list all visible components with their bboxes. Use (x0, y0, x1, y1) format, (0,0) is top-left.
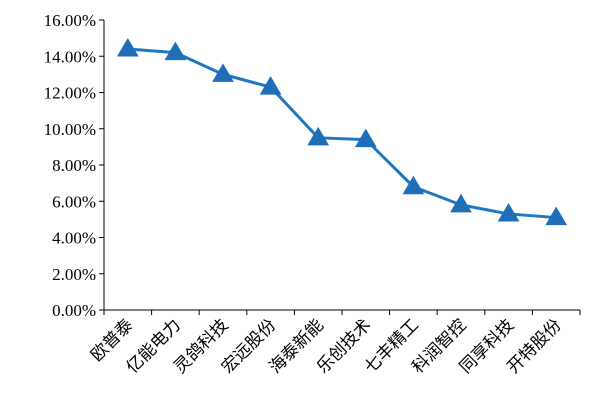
y-axis-ticks (99, 19, 104, 311)
y-tick-label: 10.00% (44, 120, 96, 139)
data-point-marker (212, 63, 234, 82)
y-tick-label: 0.00% (52, 301, 96, 320)
y-axis-labels: 0.00% 2.00% 4.00% 6.00% 8.00% 10.00% 12.00% 14.… (44, 11, 96, 320)
y-tick-label: 4.00% (52, 229, 96, 248)
series-layer (116, 38, 568, 226)
data-point-marker (354, 128, 377, 148)
data-point-marker (450, 193, 472, 213)
y-tick-label: 6.00% (52, 192, 96, 211)
data-point-marker (116, 38, 139, 57)
data-point-marker (402, 175, 425, 195)
series-line (127, 47, 557, 220)
y-tick-label: 8.00% (52, 156, 96, 175)
data-point-marker (497, 202, 520, 222)
x-axis-ticks (103, 310, 581, 315)
y-tick-label: 12.00% (44, 84, 96, 103)
data-point-marker (307, 126, 330, 146)
data-point-marker (545, 206, 568, 226)
y-tick-label: 14.00% (44, 47, 96, 66)
data-point-marker (259, 76, 282, 95)
data-point-marker (164, 41, 187, 61)
y-tick-label: 2.00% (52, 265, 96, 284)
y-tick-label: 16.00% (44, 11, 96, 30)
